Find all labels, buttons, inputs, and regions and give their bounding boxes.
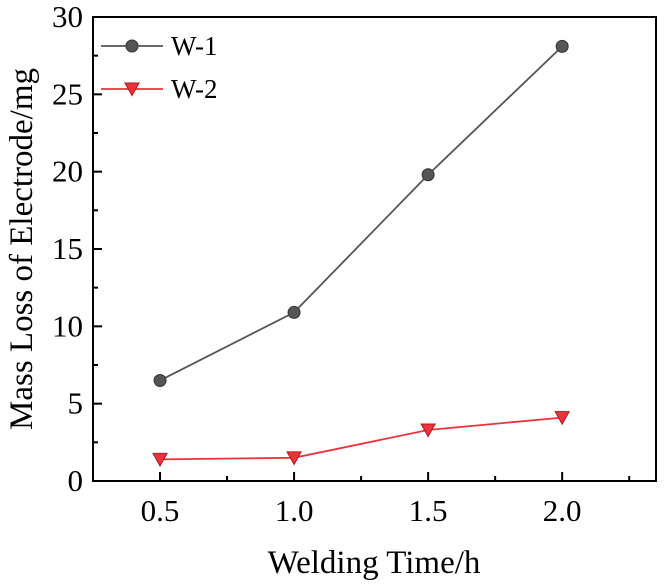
legend-item: W-1 <box>101 31 218 61</box>
tick-labels: 0 5 10 15 20 25 30 0.5 1.0 1.5 2.0 <box>52 0 582 528</box>
legend-item: W-2 <box>101 74 218 104</box>
data-point <box>420 423 436 438</box>
x-axis-title: Welding Time/h <box>268 545 481 581</box>
x-tick-label: 0.5 <box>141 493 180 528</box>
data-point <box>555 39 569 53</box>
data-point <box>287 305 301 319</box>
y-tick-label: 20 <box>52 154 83 189</box>
legend-label: W-2 <box>171 74 218 104</box>
series-line <box>160 416 563 461</box>
y-tick-label: 30 <box>52 0 83 34</box>
x-tick-label: 2.0 <box>543 493 582 528</box>
legend-marker <box>125 39 139 53</box>
y-tick-label: 5 <box>68 386 84 421</box>
y-tick-label: 0 <box>68 463 84 498</box>
legend-label: W-1 <box>171 31 218 61</box>
y-tick-label: 10 <box>52 308 83 343</box>
data-point <box>286 451 302 466</box>
data-point <box>421 168 435 182</box>
series-1 <box>153 39 569 387</box>
y-axis-title: Mass Loss of Electrode/mg <box>4 68 40 430</box>
series-line <box>159 45 563 382</box>
y-tick-label: 25 <box>52 76 83 111</box>
x-tick-label: 1.0 <box>275 493 314 528</box>
y-tick-label: 15 <box>52 231 83 266</box>
data-point <box>152 452 168 468</box>
axis-ticks <box>93 16 631 482</box>
legend-marker <box>124 82 140 97</box>
x-tick-label: 1.5 <box>409 493 448 528</box>
series-layer <box>152 39 571 468</box>
data-point <box>554 411 571 426</box>
data-point <box>153 373 167 387</box>
legend: W-1W-2 <box>101 31 218 104</box>
series-2 <box>152 411 571 468</box>
